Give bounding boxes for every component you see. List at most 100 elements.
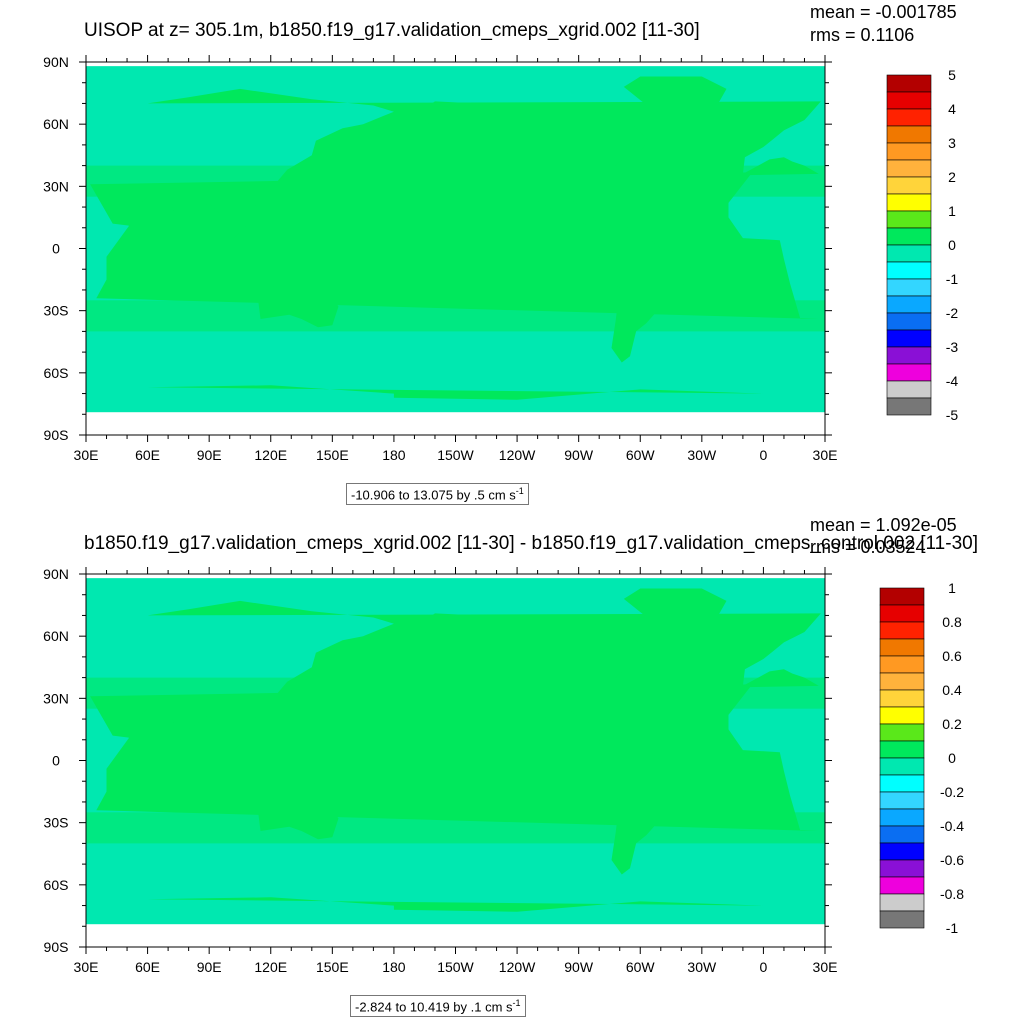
panel-2-land-1 — [96, 600, 821, 755]
panel-2-colorbar-box-13 — [879, 808, 925, 827]
panel-1-title: UISOP at z= 305.1m, b1850.f19_g17.valida… — [84, 20, 700, 41]
panel-2-colorbar-label-0: 1 — [948, 580, 956, 596]
panel-1-xlabel-1: 60E — [135, 447, 160, 463]
panel-1-colorbar-box-14 — [886, 312, 932, 331]
panel-2-nodata-south — [86, 924, 825, 947]
panel-1-land-6 — [147, 385, 764, 409]
panel-2-contour-info: -2.824 to 10.419 by .1 cm s-1 — [350, 995, 526, 1018]
panel-2-colorbar-box-1 — [879, 604, 925, 623]
panel-2-band-0 — [86, 677, 825, 709]
panel-1-colorbar-label-3: 2 — [948, 169, 956, 185]
panel-2-colorbar-label-6: -0.2 — [940, 784, 964, 800]
panel-2-colorbar-box-19 — [879, 910, 925, 929]
panel-1-green-field — [86, 76, 825, 409]
panel-1-colorbar-box-17 — [886, 363, 932, 382]
panel-2-colorbar-box-16 — [879, 859, 925, 878]
panel-1-ylabel-0: 90N — [43, 54, 69, 70]
panel-1-xlabel-2: 90E — [197, 447, 222, 463]
panel-1-xlabel-10: 30W — [687, 447, 717, 463]
panel-1-colorbar-box-19 — [886, 397, 932, 416]
panel-2-colorbar-label-8: -0.6 — [940, 852, 964, 868]
panel-2-colorbar-box-2 — [879, 621, 925, 640]
panel-2-colorbar-label-1: 0.8 — [942, 614, 962, 630]
panel-2-ylabel-6: 90S — [44, 939, 69, 955]
panel-1-nodata-north — [86, 62, 825, 67]
panel-2-plot: 30E 60E 90E 120E 150E 180 150W 120W 90W 60W 30W 0 30… — [43, 566, 837, 975]
panel-1-colorbar-box-3 — [886, 125, 932, 144]
panel-1-xlabel-0: 30E — [74, 447, 99, 463]
panel-1-colorbar-box-5 — [886, 159, 932, 178]
panel-1-ylabel-1: 60N — [43, 116, 69, 132]
panel-2-colorbar-box-5 — [879, 672, 925, 691]
panel-1-xlabel-9: 60W — [626, 447, 656, 463]
panel-1-xlabel-11: 0 — [760, 447, 768, 463]
panel-2-colorbar-box-12 — [879, 791, 925, 810]
panel-1-contour-info: -10.906 to 13.075 by .5 cm s-1 — [346, 483, 529, 506]
panel-1-ylabel-6: 90S — [44, 427, 69, 443]
panel-2-colorbar-box-0 — [879, 587, 925, 606]
panel-2-xlabel-11: 0 — [760, 959, 768, 975]
panel-1-colorbar-box-13 — [886, 295, 932, 314]
panel-2-rms: rms = 0.03524 — [810, 537, 926, 557]
panel-2-xlabel-0: 30E — [74, 959, 99, 975]
panel-1-band-1 — [86, 300, 825, 332]
panel-1-colorbar-box-4 — [886, 142, 932, 161]
panel-2-colorbar-box-17 — [879, 876, 925, 895]
panel-2-colorbar-label-9: -0.8 — [940, 886, 964, 902]
panel-2-colorbar-box-8 — [879, 723, 925, 742]
panel-1-land-5 — [623, 76, 727, 125]
panel-2-xlabel-5: 180 — [382, 959, 406, 975]
panel-1-colorbar-box-2 — [886, 108, 932, 127]
panel-1-colorbar-label-7: -2 — [946, 305, 959, 321]
panel-1-colorbar-box-12 — [886, 278, 932, 297]
panel-2-colorbar-box-11 — [879, 774, 925, 793]
panel-2-green-field — [86, 588, 825, 921]
panel-2-colorbar-label-7: -0.4 — [940, 818, 964, 834]
panel-2-colorbar-label-2: 0.6 — [942, 648, 962, 664]
panel-1-colorbar-box-10 — [886, 244, 932, 263]
panel-2-colorbar: 1 0.8 0.6 0.4 0.2 0 -0.2 -0.4 -0.6 -0.8 -1 — [879, 580, 964, 936]
panel-1-colorbar-label-9: -4 — [946, 373, 959, 389]
panel-2-xlabel-9: 60W — [626, 959, 656, 975]
panel-1-colorbar-box-9 — [886, 227, 932, 246]
panel-1-land-1 — [96, 88, 821, 243]
panel-1-colorbar-label-10: -5 — [946, 407, 959, 423]
panel-1-colorbar-box-6 — [886, 176, 932, 195]
panel-1-colorbar-box-11 — [886, 261, 932, 280]
panel-2-xlabel-10: 30W — [687, 959, 717, 975]
panel-2-mean: mean = 1.092e-05 — [810, 515, 957, 535]
panel-2-ylabel-5: 60S — [44, 877, 69, 893]
panel-1-colorbar-label-2: 3 — [948, 135, 956, 151]
panel-2-title: b1850.f19_g17.validation_cmeps_xgrid.002… — [84, 533, 978, 554]
panel-1-colorbar-box-16 — [886, 346, 932, 365]
panel-1-colorbar-box-7 — [886, 193, 932, 212]
panel-2-colorbar-box-10 — [879, 757, 925, 776]
panel-2-colorbar-box-15 — [879, 842, 925, 861]
panel-2-ylabel-4: 30S — [44, 815, 69, 831]
panel-2-colorbar-box-18 — [879, 893, 925, 912]
panel-2-xlabel-7: 120W — [499, 959, 536, 975]
panel-2-colorbar-box-4 — [879, 655, 925, 674]
panel-1-ylabel-4: 30S — [44, 303, 69, 319]
panel-2-land-5 — [623, 588, 727, 637]
panel-2-xlabel-6: 150W — [437, 959, 474, 975]
panel-1-ylabel-2: 30N — [43, 178, 69, 194]
panel-1-plot: 30E 60E 90E 120E 150E 180 150W 120W 90W 60W 30W 0 30… — [43, 54, 837, 463]
panel-2-colorbar-box-7 — [879, 706, 925, 725]
panel-1-xlabel-8: 90W — [564, 447, 594, 463]
panel-1-xlabel-6: 150W — [437, 447, 474, 463]
panel-1-mean: mean = -0.001785 — [810, 2, 957, 22]
panel-2-colorbar-box-9 — [879, 740, 925, 759]
panel-2-xlabel-12: 30E — [813, 959, 838, 975]
panel-1-colorbar-label-5: 0 — [948, 237, 956, 253]
panel-1-xlabel-12: 30E — [813, 447, 838, 463]
panel-2-land-6 — [147, 897, 764, 921]
panel-2-xlabel-1: 60E — [135, 959, 160, 975]
panel-1-xlabel-7: 120W — [499, 447, 536, 463]
panel-1-xlabel-5: 180 — [382, 447, 406, 463]
panel-2-colorbar-label-5: 0 — [948, 750, 956, 766]
panel-2-ylabel-1: 60N — [43, 628, 69, 644]
panel-2-colorbar-box-14 — [879, 825, 925, 844]
panel-2-ylabel-2: 30N — [43, 690, 69, 706]
